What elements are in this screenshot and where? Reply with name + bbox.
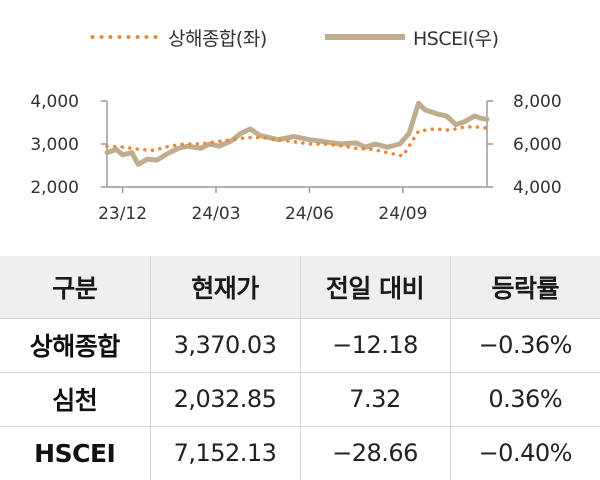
x-tick-label: 24/09: [378, 204, 427, 224]
row-rate: −0.36%: [449, 318, 600, 372]
x-tick-label: 24/06: [285, 204, 334, 224]
index-table: 구분 현재가 전일 대비 등락률 상해종합 3,370.03 −12.18 −0…: [0, 256, 600, 480]
legend-label-shanghai: 상해종합(좌): [168, 27, 267, 50]
x-tick-label: 24/03: [192, 204, 241, 224]
table-row: 심천 2,032.85 7.32 0.36%: [0, 372, 600, 426]
table-row: HSCEI 7,152.13 −28.66 −0.40%: [0, 426, 600, 480]
line-chart: 2,000 3,000 4,000 4,000 6,000 8,000 23/12 24/03…: [30, 92, 562, 224]
row-price: 3,370.03: [149, 318, 300, 372]
x-tick-label: 23/12: [98, 204, 147, 224]
legend-swatch-solid: [325, 34, 405, 40]
table-row: 상해종합 3,370.03 −12.18 −0.36%: [0, 318, 600, 372]
row-change: −12.18: [299, 318, 450, 372]
row-change: −28.66: [299, 426, 450, 480]
row-price: 7,152.13: [149, 426, 300, 480]
header-category: 구분: [0, 256, 150, 319]
row-name: 상해종합: [29, 332, 121, 361]
row-change: 7.32: [299, 372, 450, 426]
y-left-tick-label: 3,000: [30, 135, 79, 155]
legend-label-hscei: HSCEI(우): [413, 27, 499, 50]
table-header-row: 구분 현재가 전일 대비 등락률: [0, 256, 600, 319]
row-name: HSCEI: [34, 438, 116, 468]
series-line-hscei: [104, 100, 490, 167]
y-right-tick-label: 6,000: [513, 135, 562, 155]
header-change: 전일 대비: [299, 256, 450, 319]
y-left-tick-label: 2,000: [30, 178, 79, 198]
y-right-tick-label: 8,000: [513, 92, 562, 112]
row-rate: 0.36%: [449, 372, 600, 426]
legend-item-shanghai: 상해종합(좌): [88, 22, 267, 52]
y-right-tick-label: 4,000: [513, 178, 562, 198]
y-left-tick-label: 4,000: [30, 92, 79, 112]
legend-item-hscei: HSCEI(우): [325, 22, 499, 52]
header-rate: 등락률: [449, 256, 600, 319]
series-line-shanghai: [105, 125, 489, 158]
legend-swatch-dotted: [88, 35, 158, 39]
row-price: 2,032.85: [149, 372, 300, 426]
header-current-price: 현재가: [149, 256, 300, 319]
row-name: 심천: [52, 386, 98, 415]
row-rate: −0.40%: [449, 426, 600, 480]
chart-legend: 상해종합(좌) HSCEI(우): [0, 22, 600, 52]
